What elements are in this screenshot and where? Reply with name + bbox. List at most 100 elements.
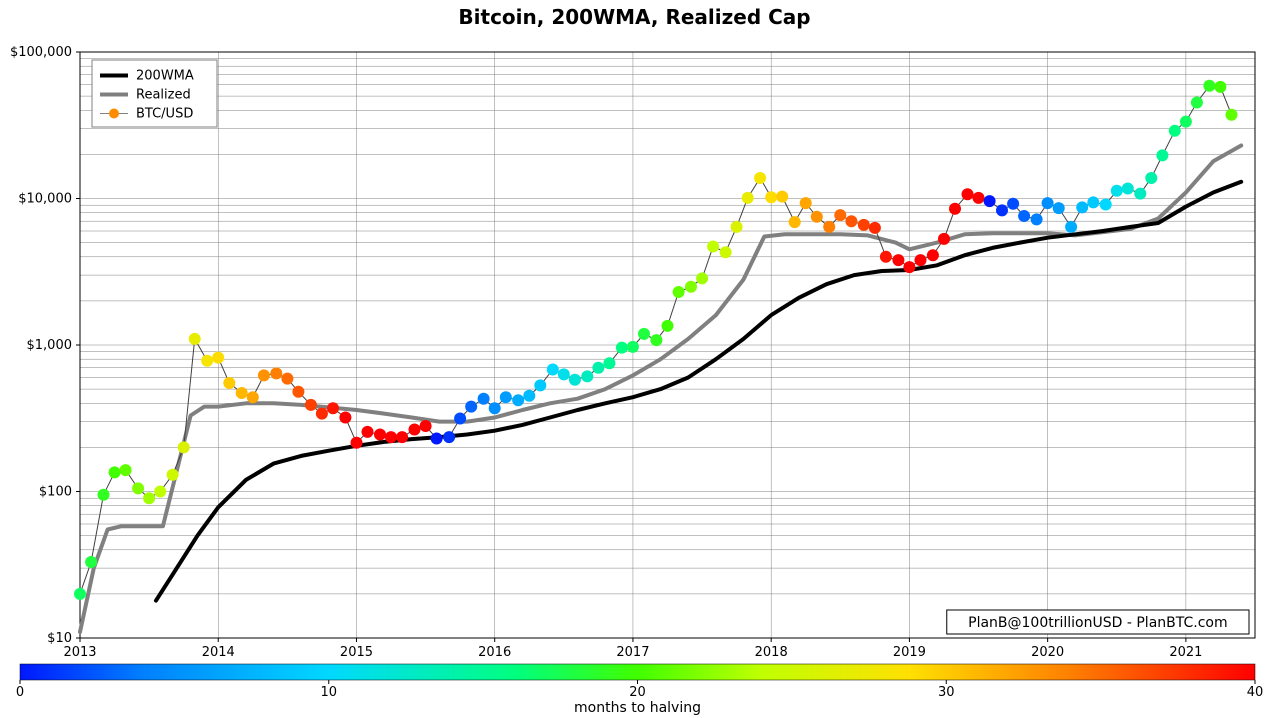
btc-marker xyxy=(984,195,996,207)
btc-marker xyxy=(776,191,788,203)
btc-marker xyxy=(1031,213,1043,225)
btc-marker xyxy=(1169,125,1181,137)
btc-marker xyxy=(98,489,110,501)
btc-marker xyxy=(1053,202,1065,214)
btc-marker xyxy=(662,320,674,332)
btc-marker xyxy=(1226,109,1238,121)
btc-marker xyxy=(685,281,697,293)
btc-marker xyxy=(696,272,708,284)
legend-label: 200WMA xyxy=(136,69,194,84)
btc-marker xyxy=(339,412,351,424)
btc-marker xyxy=(903,261,915,273)
btc-marker xyxy=(489,402,501,414)
btc-marker xyxy=(962,188,974,200)
y-tick-label: $100,000 xyxy=(10,45,72,60)
btc-marker xyxy=(650,334,662,346)
btc-marker xyxy=(327,402,339,414)
y-tick-label: $1,000 xyxy=(27,338,73,353)
btc-marker xyxy=(500,391,512,403)
btc-marker xyxy=(1180,116,1192,128)
btc-marker xyxy=(201,355,213,367)
btc-marker xyxy=(132,482,144,494)
btc-marker xyxy=(431,433,443,445)
colorbar-label: months to halving xyxy=(574,700,701,716)
x-tick-label: 2014 xyxy=(202,645,235,660)
btc-marker xyxy=(143,492,155,504)
colorbar-tick-label: 30 xyxy=(938,685,955,700)
btc-marker xyxy=(731,221,743,233)
x-tick-label: 2020 xyxy=(1031,645,1064,660)
btc-marker xyxy=(1087,196,1099,208)
btc-marker xyxy=(189,333,201,345)
btc-marker xyxy=(154,486,166,498)
btc-marker xyxy=(569,374,581,386)
btc-marker xyxy=(603,357,615,369)
colorbar-tick-label: 20 xyxy=(629,685,646,700)
chart-svg: Bitcoin, 200WMA, Realized Cap$10$100$1,0… xyxy=(0,0,1269,718)
attribution-box: PlanB@100trillionUSD - PlanBTC.com xyxy=(947,610,1249,634)
colorbar-tick-label: 40 xyxy=(1247,685,1264,700)
btc-marker xyxy=(789,216,801,228)
btc-marker xyxy=(374,429,386,441)
btc-marker xyxy=(880,251,892,263)
btc-marker xyxy=(1191,97,1203,109)
y-tick-label: $10 xyxy=(47,631,72,646)
btc-marker xyxy=(478,393,490,405)
btc-marker xyxy=(1203,80,1215,92)
y-tick-label: $10,000 xyxy=(18,192,72,207)
x-tick-label: 2017 xyxy=(616,645,649,660)
btc-marker xyxy=(1065,221,1077,233)
btc-marker xyxy=(109,466,121,478)
x-tick-label: 2021 xyxy=(1169,645,1202,660)
btc-marker xyxy=(512,394,524,406)
btc-marker xyxy=(1214,81,1226,93)
btc-marker xyxy=(742,192,754,204)
x-tick-label: 2016 xyxy=(478,645,511,660)
btc-marker xyxy=(409,424,421,436)
btc-marker xyxy=(534,379,546,391)
btc-marker xyxy=(420,420,432,432)
btc-marker xyxy=(547,364,559,376)
btc-marker xyxy=(1042,197,1054,209)
btc-marker xyxy=(845,215,857,227)
btc-marker xyxy=(316,408,328,420)
btc-marker xyxy=(1076,201,1088,213)
x-tick-label: 2013 xyxy=(63,645,96,660)
btc-marker xyxy=(1111,185,1123,197)
btc-marker xyxy=(85,556,97,568)
btc-marker xyxy=(236,387,248,399)
btc-marker xyxy=(362,426,374,438)
chart-title: Bitcoin, 200WMA, Realized Cap xyxy=(458,5,810,29)
btc-marker xyxy=(270,367,282,379)
chart-page: Bitcoin, 200WMA, Realized Cap$10$100$1,0… xyxy=(0,0,1269,718)
btc-marker xyxy=(869,222,881,234)
btc-marker xyxy=(627,341,639,353)
btc-marker xyxy=(385,431,397,443)
colorbar xyxy=(20,664,1255,680)
btc-marker xyxy=(892,254,904,266)
btc-marker xyxy=(351,437,363,449)
btc-marker xyxy=(765,191,777,203)
btc-marker xyxy=(167,469,179,481)
btc-marker xyxy=(592,362,604,374)
btc-marker xyxy=(223,377,235,389)
btc-marker xyxy=(212,352,224,364)
btc-marker xyxy=(1007,198,1019,210)
btc-marker xyxy=(834,209,846,221)
btc-marker xyxy=(927,249,939,261)
btc-marker xyxy=(281,373,293,385)
btc-marker xyxy=(396,431,408,443)
btc-marker xyxy=(638,328,650,340)
btc-marker xyxy=(1122,183,1134,195)
legend: 200WMARealizedBTC/USD xyxy=(92,60,217,127)
legend-label: Realized xyxy=(136,88,191,103)
btc-marker xyxy=(581,370,593,382)
btc-marker xyxy=(707,241,719,253)
x-tick-label: 2015 xyxy=(340,645,373,660)
x-tick-label: 2018 xyxy=(755,645,788,660)
btc-marker xyxy=(754,172,766,184)
btc-marker xyxy=(74,588,86,600)
btc-marker xyxy=(1100,199,1112,211)
btc-marker xyxy=(823,221,835,233)
btc-marker xyxy=(1018,210,1030,222)
